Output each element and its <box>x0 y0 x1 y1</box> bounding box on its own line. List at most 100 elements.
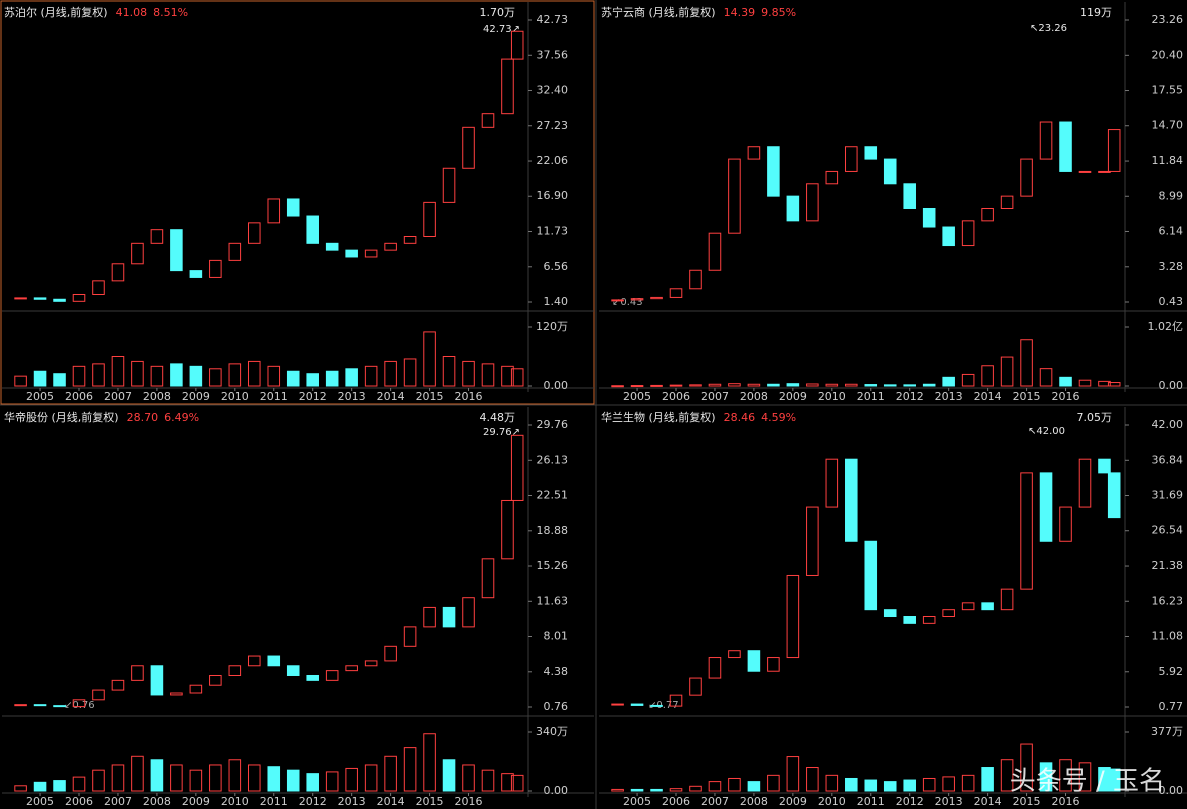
volume-bar <box>825 383 839 387</box>
volume-bar <box>189 365 203 387</box>
candle <box>767 146 780 197</box>
volume-bar <box>883 384 897 387</box>
x-tick-label: 2010 <box>818 795 846 808</box>
candle <box>306 674 319 681</box>
price: 28.70 <box>127 411 159 424</box>
candle <box>883 158 897 185</box>
candle <box>942 609 955 618</box>
candle <box>510 30 524 60</box>
x-tick-label: 2013 <box>935 795 963 808</box>
x-tick-label: 2008 <box>143 795 171 808</box>
candle <box>786 574 800 659</box>
chart-header: 华兰生物 (月线,前复权) 28.46 4.59% <box>601 410 796 424</box>
volume-bar <box>150 365 164 387</box>
candle <box>767 657 780 672</box>
min-label: ↙0.77 <box>648 700 679 711</box>
chart-title: 华兰生物 (月线,前复权) <box>601 410 716 424</box>
candle <box>961 220 975 247</box>
price: 14.39 <box>724 6 756 19</box>
y-tick-label: 6.14 <box>1159 224 1184 237</box>
x-tick-label: 2008 <box>143 390 171 403</box>
y-tick-label: 29.76 <box>537 418 569 431</box>
x-tick-label: 2007 <box>104 795 132 808</box>
candle <box>189 270 203 278</box>
x-tick-label: 2013 <box>935 390 963 403</box>
volume-bar <box>728 383 741 387</box>
volume-bar <box>728 777 741 792</box>
candle <box>845 458 858 542</box>
y-tick-label: 26.54 <box>1152 524 1184 537</box>
candle <box>228 665 242 676</box>
y-tick-label: 8.01 <box>544 630 569 643</box>
candle <box>92 280 105 295</box>
x-tick-label: 2011 <box>857 390 885 403</box>
candle <box>650 704 663 707</box>
y-tick-label: 0.76 <box>544 700 569 713</box>
volume-bar <box>981 365 994 387</box>
candle <box>403 235 417 244</box>
x-tick-label: 2006 <box>65 795 93 808</box>
volume-label: 4.48万 <box>480 411 516 424</box>
x-tick-label: 2007 <box>701 795 729 808</box>
y-tick-label: 18.88 <box>537 524 569 537</box>
y-tick-label: 0.43 <box>1159 295 1184 308</box>
candle <box>1059 506 1072 542</box>
candle <box>209 259 222 278</box>
volume-bar <box>883 781 897 792</box>
candle <box>611 703 624 706</box>
volume-bar <box>267 766 281 792</box>
y-tick-label: 23.26 <box>1152 13 1184 26</box>
x-tick-label: 2016 <box>1052 795 1080 808</box>
volume-bar <box>423 331 436 387</box>
x-tick-label: 2011 <box>260 795 288 808</box>
volume-bar <box>364 365 378 387</box>
volume-bar <box>72 776 86 792</box>
x-tick-label: 2005 <box>26 390 54 403</box>
volume-bar <box>481 363 495 387</box>
volume-bar <box>1078 379 1092 387</box>
volume-bar <box>825 774 839 792</box>
volume-bar <box>501 365 514 387</box>
volume-bar <box>170 764 183 792</box>
x-tick-label: 2015 <box>1013 795 1041 808</box>
x-tick-label: 2016 <box>455 795 483 808</box>
x-tick-label: 2009 <box>779 390 807 403</box>
y-tick-label: 42.73 <box>537 13 569 26</box>
x-tick-label: 2009 <box>779 795 807 808</box>
x-tick-label: 2010 <box>221 390 249 403</box>
volume-bar <box>806 767 819 792</box>
candle <box>1000 195 1014 209</box>
candle <box>806 506 819 576</box>
y-tick-label: 14.70 <box>1152 119 1184 132</box>
max-label: ↖42.00 <box>1028 426 1065 437</box>
candle <box>669 288 683 298</box>
candle <box>864 540 878 611</box>
candle <box>981 207 994 222</box>
y-tick-label: 37.56 <box>537 48 569 61</box>
candle <box>189 684 203 694</box>
x-tick-label: 2007 <box>701 390 729 403</box>
change: 6.49% <box>164 411 199 424</box>
candle <box>1059 121 1072 172</box>
y-tick-label: 6.56 <box>544 260 569 273</box>
y-tick-label: 36.84 <box>1152 453 1184 466</box>
x-tick-label: 2008 <box>740 795 768 808</box>
y-tick-label: 0.77 <box>1159 700 1184 713</box>
volume-bar <box>747 781 761 792</box>
volume-bar <box>209 368 222 387</box>
volume-bar <box>1107 768 1121 792</box>
volume-label: 119万 <box>1080 6 1112 19</box>
volume-bar <box>669 788 683 792</box>
candle <box>14 297 27 300</box>
candle <box>728 650 741 659</box>
volume-bar <box>150 759 164 792</box>
volume-bar <box>1020 339 1033 387</box>
x-tick-label: 2016 <box>1052 390 1080 403</box>
volume-bar <box>611 385 624 388</box>
volume-tick-label: 120万 <box>536 320 568 333</box>
volume-bar <box>364 764 378 792</box>
volume-bar <box>961 373 975 387</box>
volume-bar <box>708 383 722 387</box>
volume-label: 7.05万 <box>1077 411 1113 424</box>
volume-bar <box>189 769 203 792</box>
